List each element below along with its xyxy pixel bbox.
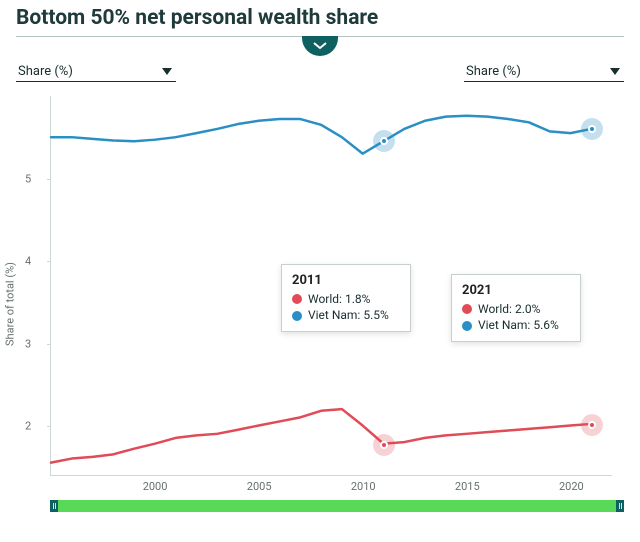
series-marker — [588, 125, 596, 133]
series-marker — [380, 441, 388, 449]
x-tick-label: 2015 — [455, 480, 480, 493]
tooltip-series-label: World: 1.8% — [308, 292, 370, 306]
tooltip-series-dot — [462, 304, 472, 314]
left-axis-dropdown-label: Share (%) — [18, 64, 73, 79]
right-axis-dropdown-label: Share (%) — [466, 64, 521, 79]
y-tick-label: 2 — [25, 420, 31, 433]
tooltip-year: 2021 — [462, 283, 570, 298]
page-title: Bottom 50% net personal wealth share — [16, 0, 624, 37]
chevron-down-icon — [312, 41, 328, 51]
tooltip-row: Viet Nam: 5.5% — [292, 308, 400, 322]
expand-toggle-button[interactable] — [302, 36, 338, 56]
tooltip-row: World: 1.8% — [292, 292, 400, 306]
tooltip: 2011 World: 1.8% Viet Nam: 5.5% — [281, 264, 411, 332]
series-line — [51, 409, 591, 463]
tooltip-series-label: World: 2.0% — [478, 302, 540, 316]
tooltip-year: 2011 — [292, 273, 400, 288]
tooltip-series-dot — [292, 311, 302, 321]
series-marker — [380, 137, 388, 145]
y-axis-label: Share of total (%) — [4, 262, 17, 346]
series-line — [51, 116, 591, 154]
dropdown-caret-icon — [610, 68, 620, 75]
y-tick-label: 5 — [25, 172, 31, 185]
x-tick-label: 2020 — [559, 480, 584, 493]
chart-area: Share of total (%) 234520002005201020152… — [16, 96, 624, 512]
slider-handle-left[interactable] — [50, 500, 58, 512]
y-tick-label: 4 — [25, 255, 31, 268]
tooltip-series-dot — [292, 294, 302, 304]
x-tick-label: 2010 — [351, 480, 376, 493]
tooltip-series-label: Viet Nam: 5.5% — [308, 308, 389, 322]
tooltip: 2021 World: 2.0% Viet Nam: 5.6% — [451, 274, 581, 342]
plot-region[interactable]: 2345200020052010201520202011World: 1.8%V… — [50, 96, 612, 476]
dropdown-caret-icon — [162, 68, 172, 75]
tooltip-row: Viet Nam: 5.6% — [462, 318, 570, 332]
tooltip-row: World: 2.0% — [462, 302, 570, 316]
tooltip-series-label: Viet Nam: 5.6% — [478, 318, 559, 332]
tooltip-series-dot — [462, 321, 472, 331]
x-tick-label: 2000 — [143, 480, 168, 493]
time-range-slider[interactable] — [50, 500, 624, 512]
x-tick-label: 2005 — [247, 480, 272, 493]
series-marker — [588, 421, 596, 429]
left-axis-dropdown[interactable]: Share (%) — [16, 62, 176, 82]
axis-selector-row: Share (%) Share (%) — [16, 56, 624, 84]
y-tick-label: 3 — [25, 337, 31, 350]
right-axis-dropdown[interactable]: Share (%) — [464, 62, 624, 82]
slider-handle-right[interactable] — [616, 500, 624, 512]
